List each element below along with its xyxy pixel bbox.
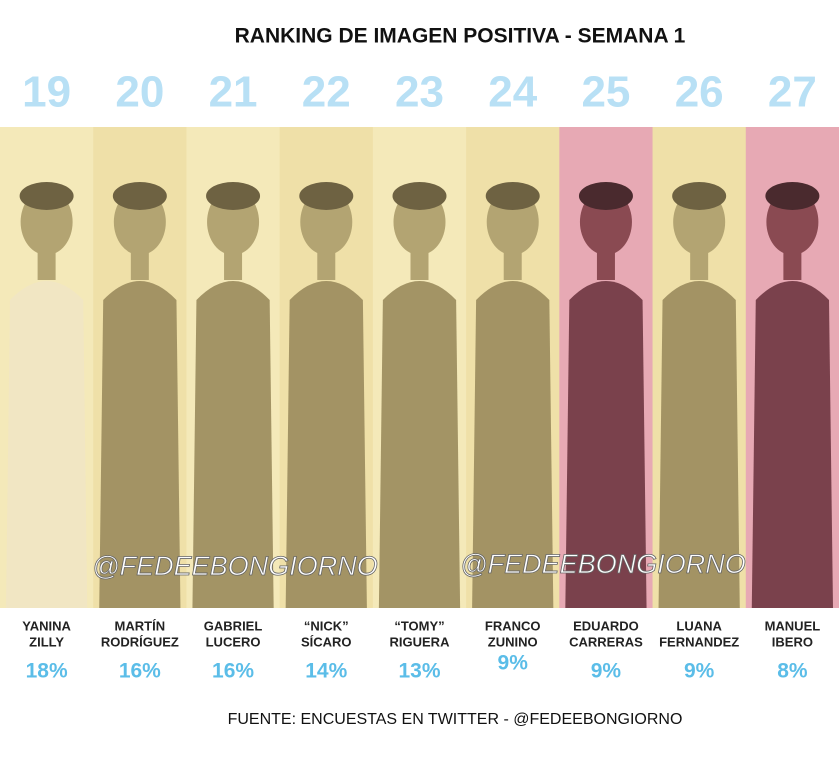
person-body — [99, 281, 181, 608]
percent: 16% — [212, 660, 254, 683]
person-body — [472, 281, 554, 608]
rank-number: 19 — [22, 68, 71, 117]
person-name: RIGUERA — [390, 634, 451, 649]
person-name: GABRIEL — [204, 618, 263, 633]
person-name: “NICK” — [304, 618, 349, 633]
person-body — [192, 281, 274, 608]
percent: 8% — [777, 660, 808, 683]
person-hair — [765, 182, 820, 210]
percent: 13% — [398, 660, 440, 683]
person-body — [6, 281, 88, 608]
person-name: FRANCO — [485, 618, 541, 633]
percent: 9% — [591, 660, 622, 683]
person-neck — [317, 250, 336, 280]
person-body — [751, 281, 833, 608]
person-name: FERNANDEZ — [659, 634, 739, 649]
rank-number: 20 — [115, 68, 164, 117]
person-name: CARRERAS — [569, 634, 643, 649]
person-body — [658, 281, 740, 608]
person-name: ZILLY — [29, 634, 64, 649]
rank-number: 22 — [302, 68, 351, 117]
person-neck — [503, 250, 522, 280]
person-neck — [224, 250, 243, 280]
person-name: LUCERO — [206, 634, 261, 649]
person-neck — [410, 250, 429, 280]
person-body — [565, 281, 647, 608]
person-hair — [578, 182, 633, 210]
watermark: @FEDEEBONGIORNO — [460, 549, 745, 579]
person-hair — [485, 182, 540, 210]
person-hair — [392, 182, 447, 210]
rank-number: 21 — [209, 68, 258, 117]
person-name: YANINA — [22, 618, 71, 633]
person-neck — [690, 250, 709, 280]
percent: 9% — [498, 652, 529, 675]
person-name: LUANA — [676, 618, 722, 633]
percent: 16% — [119, 660, 161, 683]
person-name: MARTÍN — [115, 618, 166, 633]
percent: 9% — [684, 660, 715, 683]
person-neck — [783, 250, 802, 280]
person-name: RODRÍGUEZ — [101, 634, 179, 649]
footer-source: FUENTE: ENCUESTAS EN TWITTER - @FEDEEBON… — [228, 711, 683, 728]
person-name: “TOMY” — [394, 618, 444, 633]
person-name: SÍCARO — [301, 634, 352, 649]
person-neck — [130, 250, 149, 280]
person-hair — [19, 182, 74, 210]
person-hair — [299, 182, 354, 210]
person-name: ZUNINO — [488, 634, 538, 649]
rank-number: 26 — [675, 68, 724, 117]
person-name: IBERO — [772, 634, 813, 649]
rank-number: 25 — [581, 68, 630, 117]
person-hair — [206, 182, 261, 210]
person-name: MANUEL — [765, 618, 821, 633]
person-hair — [112, 182, 167, 210]
percent: 14% — [305, 660, 347, 683]
title: RANKING DE IMAGEN POSITIVA - SEMANA 1 — [235, 25, 686, 48]
rank-number: 23 — [395, 68, 444, 117]
person-body — [285, 281, 367, 608]
person-body — [378, 281, 461, 608]
percent: 18% — [26, 660, 68, 683]
person-neck — [37, 250, 56, 280]
person-neck — [596, 250, 615, 280]
rank-number: 27 — [768, 68, 817, 117]
person-hair — [672, 182, 727, 210]
rank-number: 24 — [488, 68, 537, 117]
person-name: EDUARDO — [573, 618, 639, 633]
watermark: @FEDEEBONGIORNO — [92, 551, 377, 581]
